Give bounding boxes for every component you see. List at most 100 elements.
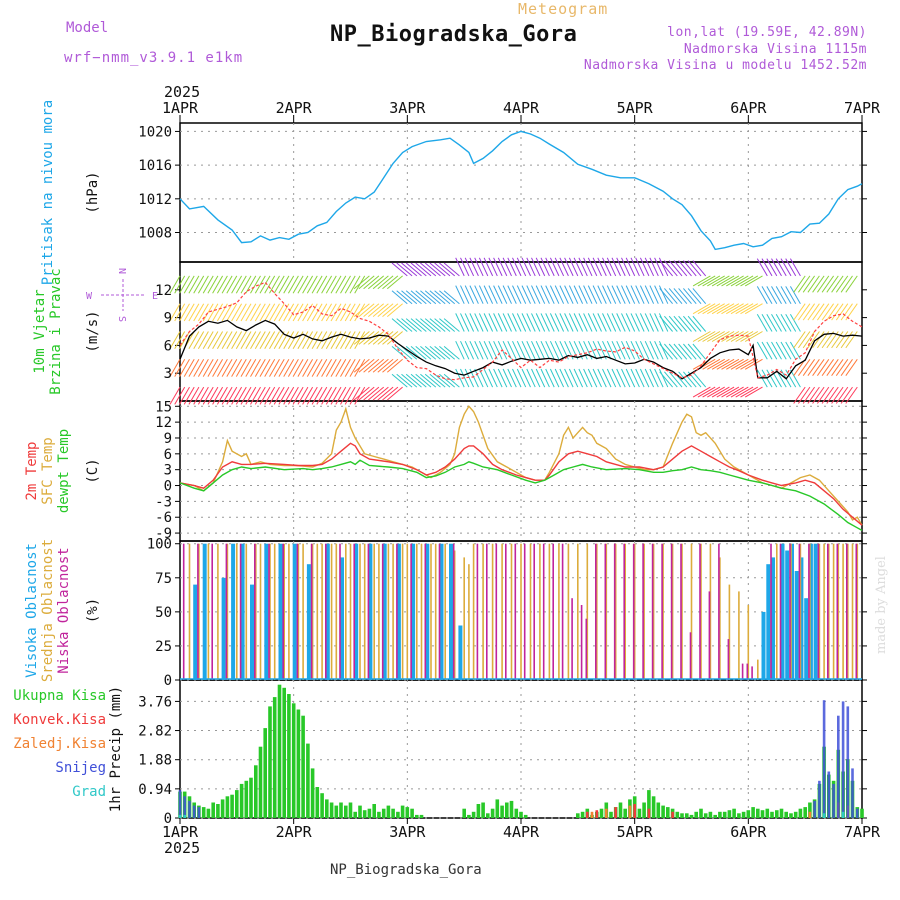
wind-barb xyxy=(516,313,527,332)
precip-bar-zaledj xyxy=(605,808,608,818)
wind-barb xyxy=(702,358,721,370)
wind-barb xyxy=(683,371,697,388)
wind-barb xyxy=(658,285,669,304)
time-tick-label-top: 6APR xyxy=(730,99,767,117)
wind-barb xyxy=(396,373,413,388)
wind-barb xyxy=(826,359,839,376)
wind-barb xyxy=(780,313,792,332)
cloud-bar-srednja xyxy=(832,543,835,680)
wind-barb xyxy=(460,340,470,360)
wind-barb xyxy=(526,257,536,277)
wind-barb xyxy=(330,359,342,377)
wind-barb xyxy=(415,262,432,277)
wind-barb xyxy=(474,257,484,277)
cloud-bar-niska xyxy=(770,543,772,680)
time-tick-label-top: 3APR xyxy=(389,99,426,117)
wind-barb xyxy=(716,386,735,398)
cloud-bar-visoka xyxy=(790,543,794,680)
wind-barb xyxy=(197,386,209,405)
precip-bar-ukupna xyxy=(495,799,500,818)
wind-barb xyxy=(592,368,602,388)
wind-barb xyxy=(711,275,730,287)
wind-barb xyxy=(363,303,380,317)
wind-barb xyxy=(845,386,858,404)
cloud-bar-visoka xyxy=(425,543,430,680)
wind-gust-line xyxy=(179,281,863,381)
wind-barb xyxy=(207,303,219,322)
wind-barb xyxy=(474,285,484,304)
cloud-bar-srednja xyxy=(709,543,712,680)
wind-barb xyxy=(639,340,650,360)
y-tick-label: 15 xyxy=(155,399,172,415)
wind-barb xyxy=(564,313,574,332)
wind-barb xyxy=(692,260,707,277)
cloud-bar-niska xyxy=(571,598,573,680)
wind-barb xyxy=(771,258,782,277)
precip-bar-ukupna xyxy=(505,802,509,818)
cloud-bar-niska xyxy=(542,543,545,680)
cloud-bar-niska xyxy=(846,543,848,680)
wind-barb xyxy=(692,288,707,305)
wind-barb xyxy=(287,331,299,350)
precip-bar-snijeg xyxy=(851,768,854,818)
precip-bar-snijeg xyxy=(183,796,186,818)
wind-barb xyxy=(193,331,205,350)
wind-barb xyxy=(358,386,375,401)
wind-barb xyxy=(207,386,219,405)
wind-barb xyxy=(807,331,820,349)
wind-barb xyxy=(635,340,645,360)
wind-barb xyxy=(785,286,797,304)
wind-barb xyxy=(377,358,394,373)
chart-kind: Meteogram xyxy=(518,0,609,18)
wind-barb xyxy=(668,260,683,277)
cloud-bar-srednja xyxy=(259,543,262,680)
precip-bar-ukupna xyxy=(258,746,263,818)
cloud-bar-niska xyxy=(836,543,839,680)
wind-barb xyxy=(306,303,318,322)
wind-barb xyxy=(845,275,858,293)
wind-barb xyxy=(283,386,295,405)
wind-barb xyxy=(716,303,735,315)
model-elevation: Nadmorska Visina u modelu 1452.52m xyxy=(583,58,867,73)
wind-barb xyxy=(644,340,655,360)
wind-barb xyxy=(785,369,797,388)
wind-barb xyxy=(321,303,333,322)
wind-barb xyxy=(512,257,522,277)
wind-barb xyxy=(744,358,763,370)
precip-bar-ukupna xyxy=(651,796,656,818)
cloud-bar-srednja xyxy=(624,543,626,680)
panel-label-precip: 1hr Precip (mm) xyxy=(108,686,124,812)
wind-barb xyxy=(559,313,569,332)
wind-barb xyxy=(493,340,503,360)
compass-north: N xyxy=(116,268,127,274)
wind-barb xyxy=(616,285,626,304)
precip-bar-snijeg xyxy=(832,783,835,818)
wind-barb xyxy=(771,286,782,304)
precip-bar-ukupna xyxy=(386,805,391,818)
precip-bar-ukupna xyxy=(296,709,301,818)
wind-barb xyxy=(766,258,778,277)
wind-barb xyxy=(668,315,683,332)
wind-barb xyxy=(240,359,252,377)
wind-barb xyxy=(659,288,673,305)
wind-barb xyxy=(502,285,512,304)
precip-bar-ukupna xyxy=(699,808,703,818)
wind-barb xyxy=(188,331,200,350)
wind-barb xyxy=(330,275,342,294)
wind-barb xyxy=(443,373,460,388)
precip-bar-ukupna xyxy=(642,802,646,818)
wind-barb xyxy=(269,275,280,294)
wind-barb xyxy=(316,275,328,294)
wind-barb xyxy=(621,340,631,360)
cloud-bar-srednja xyxy=(302,543,304,680)
wind-barb xyxy=(377,275,394,290)
precip-bar-ukupna xyxy=(306,743,310,818)
wind-barb xyxy=(766,313,778,332)
wind-barb xyxy=(377,386,394,401)
cloud-bar-niska xyxy=(651,543,654,680)
wind-barb xyxy=(692,315,707,332)
precip-bar-ukupna xyxy=(637,808,642,818)
wind-barb xyxy=(658,313,669,332)
panel-label-wind: 10m Vjetar xyxy=(32,289,48,373)
precip-bar-snijeg xyxy=(813,800,816,818)
